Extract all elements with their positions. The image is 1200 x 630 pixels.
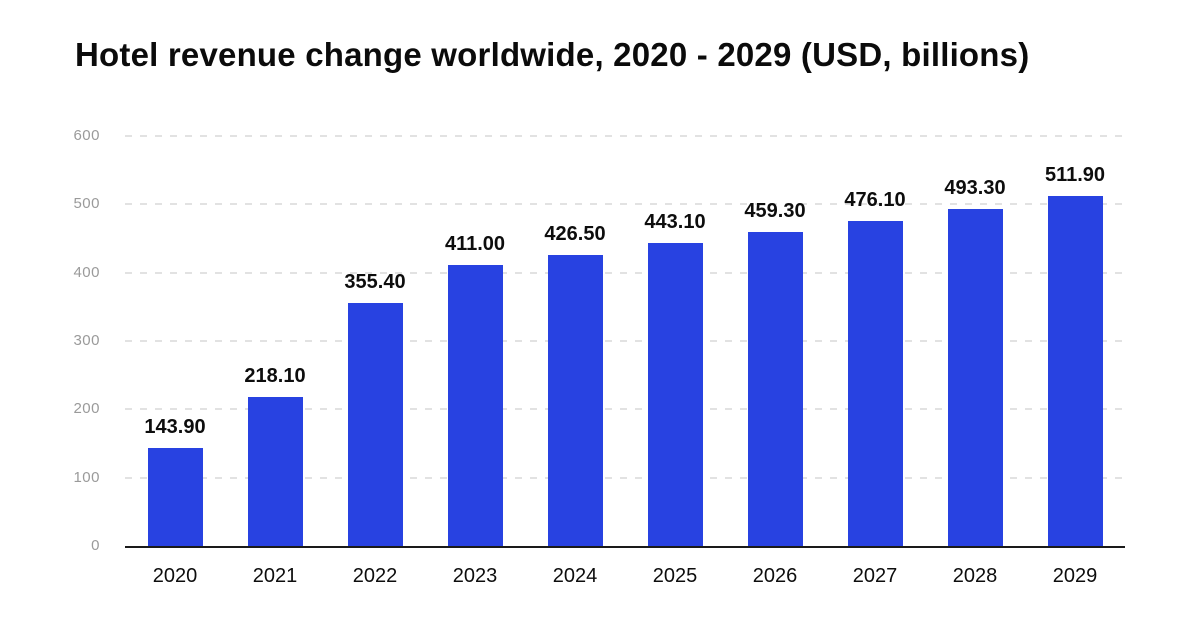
- bar-column: 143.90 2020: [125, 136, 225, 587]
- gridline: [125, 340, 1125, 342]
- bar: [1047, 196, 1103, 546]
- gridline: [125, 408, 1125, 411]
- gridline: [125, 135, 1125, 137]
- bar: [547, 254, 603, 546]
- plot-area: 143.90 2020 218.10 2021 355.40 2022 411.00 2023…: [125, 135, 1125, 587]
- x-tick-label: 2029: [1052, 565, 1098, 587]
- x-tick-label: 2025: [652, 565, 698, 587]
- x-tick-label: 2020: [152, 565, 198, 587]
- gridline: [125, 476, 1125, 479]
- bar-column: 426.50 2024: [525, 136, 625, 587]
- bar-column: 459.30 2026: [725, 136, 825, 587]
- bar-value-label: 426.50: [544, 222, 606, 245]
- bar-column: 476.10 2027: [825, 136, 925, 587]
- chart-title: Hotel revenue change worldwide, 2020 - 2…: [75, 36, 1030, 73]
- y-tick-label: 200: [73, 400, 100, 418]
- x-tick-label: 2028: [952, 565, 998, 587]
- bar: [247, 396, 303, 546]
- bar: [347, 303, 403, 546]
- bar-value-label: 218.10: [244, 364, 306, 387]
- gridline: [125, 271, 1125, 274]
- y-tick-label: 100: [73, 468, 100, 486]
- x-tick-label: 2021: [252, 565, 298, 587]
- y-axis: 0 100 200 300 400 500 600: [0, 127, 100, 554]
- bar-column: 218.10 2021: [225, 136, 325, 587]
- bar-column: 411.00 2023: [425, 136, 525, 587]
- bar-column: 355.40 2022: [325, 136, 425, 587]
- bar: [747, 232, 803, 546]
- y-tick-label: 500: [73, 195, 100, 213]
- gridline: [125, 203, 1125, 206]
- bar-value-label: 355.40: [344, 271, 406, 294]
- bar: [647, 243, 703, 546]
- bar-value-label: 411.00: [444, 233, 506, 256]
- bar-value-label: 476.10: [844, 188, 906, 211]
- x-tick-label: 2022: [352, 565, 398, 587]
- bar: [447, 265, 503, 546]
- y-tick-label: 600: [73, 127, 100, 144]
- bar: [847, 220, 903, 546]
- y-tick-label: 400: [73, 263, 100, 281]
- y-tick-label: 300: [73, 332, 100, 349]
- bar-value-label: 459.30: [744, 200, 806, 223]
- x-tick-label: 2026: [752, 565, 798, 587]
- bar: [147, 447, 203, 546]
- bar-column: 511.90 2029: [1025, 136, 1125, 587]
- x-tick-label: 2027: [852, 565, 898, 587]
- bar-value-label: 511.90: [1044, 164, 1106, 187]
- x-tick-label: 2024: [552, 565, 598, 587]
- y-tick-label: 0: [91, 537, 100, 554]
- bar-column: 443.10 2025: [625, 136, 725, 587]
- bar-value-label: 493.30: [944, 176, 1006, 199]
- bar-value-label: 143.90: [144, 415, 206, 438]
- x-tick-label: 2023: [452, 565, 498, 587]
- bar-value-label: 443.10: [644, 211, 706, 234]
- bar: [947, 208, 1003, 546]
- bar-column: 493.30 2028: [925, 136, 1025, 587]
